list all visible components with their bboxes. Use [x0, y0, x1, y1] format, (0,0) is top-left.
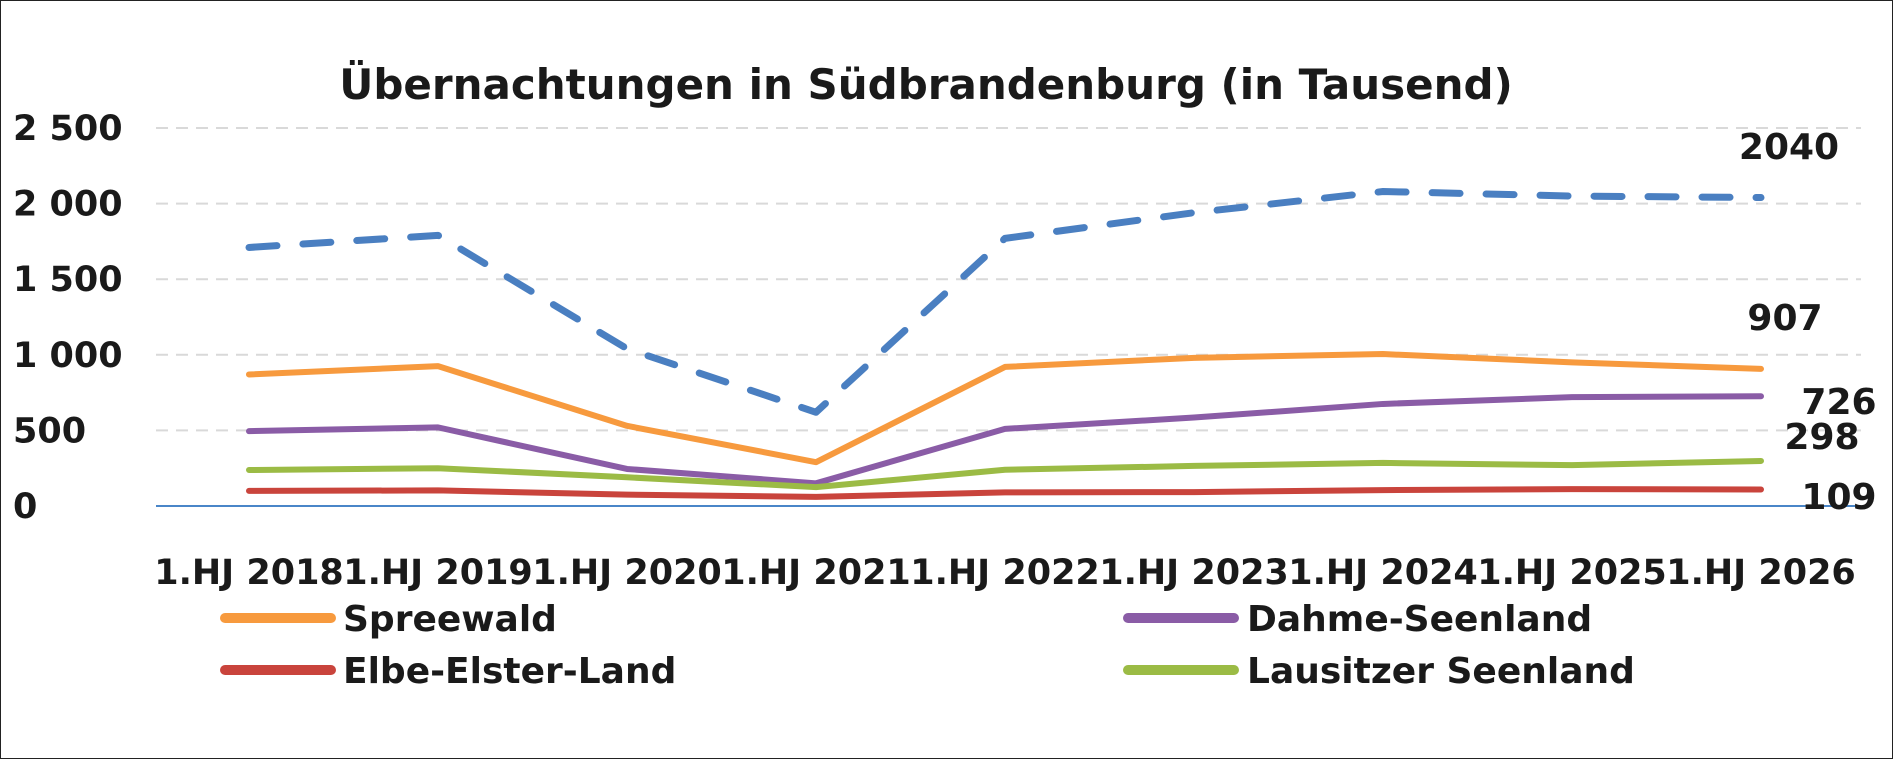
- end-value-label: 907: [1747, 298, 1822, 339]
- legend: Spreewald Dahme-Seenland Elbe-Elster-Land L…: [220, 599, 1635, 692]
- x-tick-label: 1.HJ 2023: [1099, 553, 1289, 593]
- series-line: [246, 351, 1764, 466]
- end-value-labels: 2040 907 726 109 298: [1739, 127, 1877, 518]
- y-tick-label: 1 000: [13, 336, 123, 376]
- x-tick-label: 1.HJ 2018: [154, 553, 344, 593]
- x-tick-label: 1.HJ 2026: [1666, 553, 1856, 593]
- x-tick-label: 1.HJ 2025: [1477, 553, 1667, 593]
- x-tick-label: 1.HJ 2024: [1288, 553, 1478, 593]
- legend-label: Lausitzer Seenland: [1247, 651, 1635, 692]
- series-line: [246, 457, 1764, 491]
- x-tick-label: 1.HJ 2020: [532, 553, 722, 593]
- y-tick-label: 1 500: [13, 260, 123, 300]
- y-tick-label: 2 000: [13, 185, 123, 225]
- series-line: [246, 393, 1764, 487]
- x-tick-label: 1.HJ 2021: [721, 553, 911, 593]
- series-lines: [245, 188, 1765, 500]
- end-value-label: 298: [1784, 417, 1859, 458]
- series-line: [245, 188, 1765, 416]
- end-value-label: 109: [1801, 477, 1876, 518]
- x-tick-label: 1.HJ 2022: [910, 553, 1100, 593]
- legend-label: Dahme-Seenland: [1247, 599, 1592, 640]
- end-value-label: 726: [1801, 382, 1876, 423]
- legend-label: Spreewald: [343, 599, 557, 640]
- x-tick-label: 1.HJ 2019: [343, 553, 533, 593]
- grid-lines: [156, 127, 1861, 432]
- end-value-label: 2040: [1739, 127, 1839, 168]
- y-tick-label: 2 500: [13, 109, 123, 149]
- chart-title: Übernachtungen in Südbrandenburg (in Tau…: [339, 59, 1513, 109]
- y-tick-label: 500: [13, 411, 86, 451]
- series-line: [246, 486, 1764, 500]
- legend-label: Elbe-Elster-Land: [343, 651, 676, 692]
- y-tick-label: 0: [13, 487, 37, 527]
